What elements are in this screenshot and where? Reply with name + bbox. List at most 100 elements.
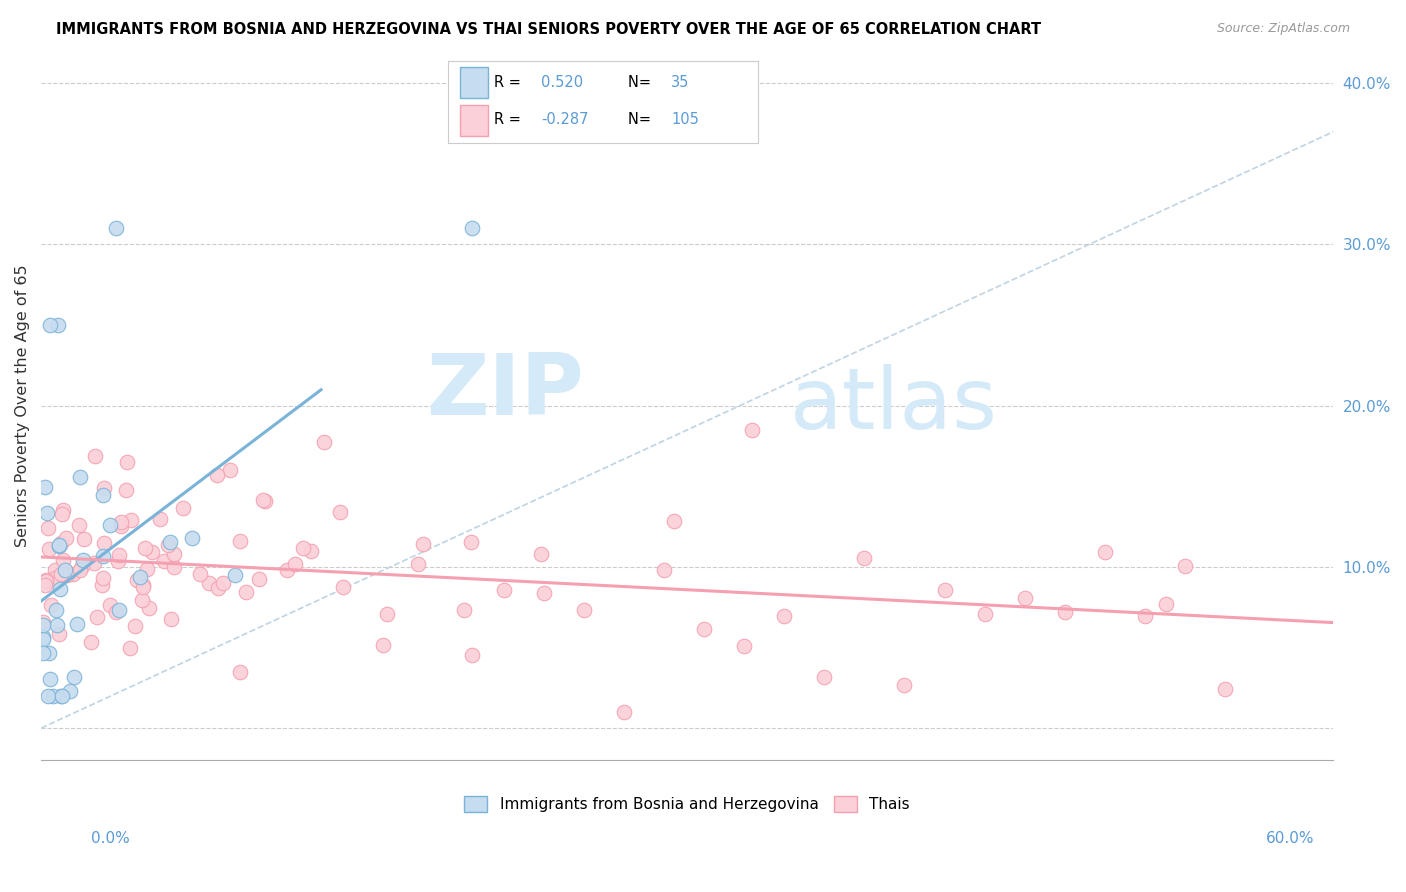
Point: [110, 519, 132, 533]
Point: [91, 549, 114, 563]
Point: [32, 618, 55, 632]
Legend: Immigrants from Bosnia and Herzegovina, Thais: Immigrants from Bosnia and Herzegovina, …: [460, 791, 914, 816]
Point: [853, 551, 876, 566]
Point: [59, 684, 82, 698]
Text: ZIP: ZIP: [426, 350, 583, 433]
Text: atlas: atlas: [790, 364, 998, 447]
Point: [115, 455, 138, 469]
Point: [91, 488, 114, 502]
Point: [460, 535, 482, 549]
Point: [1053, 606, 1076, 620]
Point: [1014, 591, 1036, 606]
Point: [572, 602, 595, 616]
Point: [254, 494, 277, 508]
Point: [51, 689, 73, 703]
Text: IMMIGRANTS FROM BOSNIA AND HERZEGOVINA VS THAI SENIORS POVERTY OVER THE AGE OF 6: IMMIGRANTS FROM BOSNIA AND HERZEGOVINA V…: [56, 22, 1042, 37]
Point: [332, 580, 354, 594]
Point: [153, 554, 176, 568]
Point: [72, 552, 94, 566]
Point: [34, 578, 56, 592]
Point: [299, 544, 322, 558]
Point: [44, 571, 66, 585]
Point: [63, 671, 86, 685]
Point: [32, 615, 55, 629]
Point: [224, 567, 246, 582]
Point: [160, 611, 183, 625]
Point: [252, 492, 274, 507]
Point: [34, 480, 56, 494]
Point: [118, 640, 141, 655]
Point: [37, 521, 59, 535]
Point: [115, 483, 138, 497]
Point: [48, 538, 70, 552]
Point: [205, 467, 228, 482]
Point: [138, 600, 160, 615]
Point: [49, 536, 72, 550]
Point: [32, 646, 55, 660]
Point: [46, 318, 69, 332]
Point: [190, 566, 212, 581]
Point: [38, 541, 60, 556]
Point: [1133, 608, 1156, 623]
Point: [247, 572, 270, 586]
Point: [56, 567, 79, 582]
Point: [53, 563, 76, 577]
Point: [460, 221, 482, 235]
Point: [104, 605, 127, 619]
Point: [329, 505, 352, 519]
Text: 0.0%: 0.0%: [91, 831, 131, 846]
Point: [141, 544, 163, 558]
Point: [229, 534, 252, 549]
Point: [49, 689, 72, 703]
Point: [228, 665, 250, 680]
Point: [292, 541, 315, 555]
Point: [120, 513, 142, 527]
Point: [125, 573, 148, 587]
Point: [105, 221, 128, 235]
Point: [128, 570, 150, 584]
Point: [48, 539, 70, 553]
Point: [32, 630, 55, 644]
Point: [149, 511, 172, 525]
Point: [893, 678, 915, 692]
Point: [70, 558, 93, 573]
Point: [813, 670, 835, 684]
Point: [44, 563, 66, 577]
Point: [131, 592, 153, 607]
Point: [533, 586, 555, 600]
Point: [652, 563, 675, 577]
Point: [38, 647, 60, 661]
Point: [741, 423, 763, 437]
Point: [530, 547, 553, 561]
Point: [83, 556, 105, 570]
Point: [107, 554, 129, 568]
Point: [276, 563, 298, 577]
Point: [693, 622, 716, 636]
Point: [86, 610, 108, 624]
Point: [180, 532, 202, 546]
Point: [52, 503, 75, 517]
Point: [375, 607, 398, 621]
Point: [66, 616, 89, 631]
Point: [45, 618, 67, 632]
Point: [613, 705, 636, 719]
Point: [1213, 682, 1236, 697]
Point: [49, 582, 72, 597]
Point: [51, 507, 73, 521]
Point: [132, 580, 155, 594]
Point: [84, 449, 107, 463]
Point: [39, 599, 62, 613]
Point: [62, 567, 84, 582]
Point: [235, 584, 257, 599]
Point: [69, 470, 91, 484]
Point: [1094, 545, 1116, 559]
Point: [156, 538, 179, 552]
Point: [108, 548, 131, 562]
Point: [218, 463, 240, 477]
Point: [973, 607, 995, 621]
Point: [163, 547, 186, 561]
Point: [45, 603, 67, 617]
Point: [773, 609, 796, 624]
Point: [37, 689, 59, 703]
Point: [32, 632, 55, 646]
